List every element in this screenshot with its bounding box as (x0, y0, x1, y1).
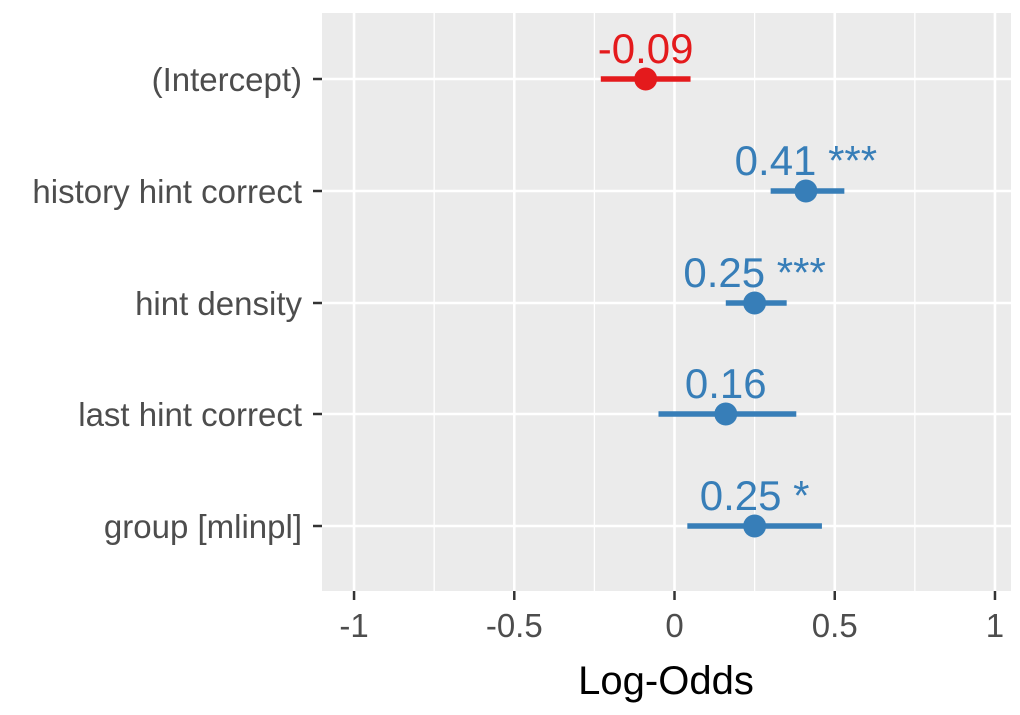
estimate-point (714, 402, 738, 426)
y-tick-label: last hint correct (78, 396, 302, 433)
x-tick-label: 0.5 (812, 607, 858, 644)
x-tick-label: -0.5 (486, 607, 543, 644)
estimate-point (743, 291, 767, 315)
x-axis-title: Log-Odds (578, 659, 754, 703)
value-label: 0.16 (685, 360, 767, 407)
value-label: 0.41 *** (735, 137, 877, 184)
x-tick-label: -1 (339, 607, 368, 644)
y-axis: (Intercept) history hint correct hint dens… (32, 61, 322, 545)
y-tick-label: history hint correct (32, 173, 302, 210)
y-tick-label: hint density (135, 285, 302, 322)
y-tick-label: group [mlinpl] (104, 508, 302, 545)
estimate-point (634, 67, 658, 91)
x-tick-label: 1 (986, 607, 1004, 644)
coefficient-marks: -0.09 0.41 *** 0.25 *** 0.16 0.25 * (598, 25, 877, 538)
x-axis: -1 -0.5 0 0.5 1 (339, 591, 1004, 644)
estimate-point (794, 179, 818, 203)
value-label: 0.25 * (700, 472, 810, 519)
x-tick-label: 0 (665, 607, 683, 644)
y-tick-label: (Intercept) (152, 61, 302, 98)
estimate-point (743, 514, 767, 538)
value-label: -0.09 (598, 25, 694, 72)
value-label: 0.25 *** (683, 249, 825, 296)
